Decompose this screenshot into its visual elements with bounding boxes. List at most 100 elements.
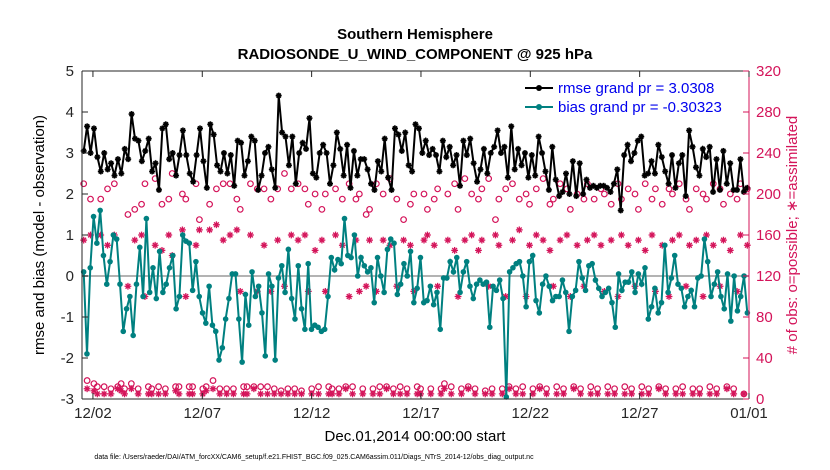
obs-possible-point [138,200,145,208]
rmse-point [716,186,723,193]
bias-point [176,293,183,300]
rmse-point [337,145,344,152]
bias-point [411,299,417,306]
obs-possible-point [315,383,322,391]
obs-assimilated-point [635,236,642,244]
obs-assimilated-point [226,231,234,239]
rmse-point [720,147,727,154]
rmse-point [487,150,494,156]
rmse-point [354,172,361,179]
obs-possible-point [155,383,162,391]
rmse-point [521,150,528,156]
bias-point [219,344,226,351]
obs-assimilated-point [621,390,629,398]
bias-point [417,254,424,261]
obs-assimilated-point [100,390,108,398]
obs-assimilated-point [104,241,111,249]
rmse-point [395,131,402,138]
obs-assimilated-point [362,282,370,290]
obs-possible-point [444,190,452,198]
rmse-point [118,170,125,177]
obs-possible-point [590,195,598,203]
bias-point [193,258,199,265]
obs-assimilated-point [175,390,183,398]
rmse-point [593,184,600,191]
obs-possible-point [679,383,687,391]
rmse-point [477,166,484,173]
rmse-point [173,172,180,179]
rmse-point [409,168,416,175]
obs-assimilated-point [355,287,363,295]
obs-assimilated-point [543,390,550,398]
rmse-point [217,168,224,175]
bias-point [572,287,579,294]
obs-possible-point [400,216,407,224]
bias-point [691,303,698,310]
rmse-point [227,152,234,159]
rmse-point [491,143,498,150]
obs-assimilated-point [509,236,516,244]
bias-point [648,303,655,310]
rmse-point [692,164,699,171]
bias-point [196,293,203,300]
obs-assimilated-point [161,390,169,398]
bias-point [539,281,546,288]
obs-assimilated-point [264,390,271,398]
y-tick-label-right: 80 [756,309,773,326]
rmse-point [706,143,713,150]
obs-assimilated-point [451,246,459,254]
rmse-point [145,135,152,142]
obs-possible-point [182,195,190,203]
obs-possible-point [287,185,295,193]
obs-possible-point [600,190,608,198]
obs-possible-point [393,195,401,203]
bias-point [642,265,648,271]
obs-assimilated-point [645,390,653,398]
bias-point [374,254,381,261]
bias-point [265,271,272,277]
rmse-point [114,156,121,163]
obs-assimilated-point [519,390,527,398]
obs-possible-point [304,200,312,208]
obs-assimilated-point [134,390,142,398]
obs-possible-point [703,195,710,203]
rmse-point [121,145,128,152]
obs-possible-point [260,185,268,193]
bias-point [526,258,533,265]
obs-assimilated-point [706,390,714,398]
rmse-point [559,188,566,195]
obs-assimilated-point [151,241,159,249]
bias-point [107,258,113,265]
obs-assimilated-point [138,231,145,239]
bias-point [90,213,97,220]
obs-possible-point [352,195,360,203]
obs-possible-point [301,185,309,193]
rmse-point [484,170,491,177]
bias-point [156,248,163,255]
rmse-point [655,141,662,148]
x-tick-label: 12/12 [293,405,331,422]
bias-point [685,293,691,300]
bias-point [123,306,130,312]
obs-possible-point [669,190,676,198]
rmse-point [169,150,176,156]
obs-assimilated-point [213,221,220,229]
obs-possible-point [110,180,118,188]
rmse-point [638,133,645,140]
bias-point [737,293,744,300]
rmse-point [207,121,214,128]
bias-point [711,281,718,288]
bias-point [661,242,668,249]
obs-possible-point [257,383,265,391]
bias-point [302,326,308,333]
rmse-point [402,129,409,136]
bias-point [84,351,90,357]
obs-possible-point [478,185,486,193]
bias-point [579,275,586,281]
y-tick-label-left: -1 [61,309,74,326]
rmse-point [285,162,292,169]
bias-point [536,310,543,316]
bias-point [325,293,331,300]
rmse-point [535,133,542,140]
obs-possible-point [522,190,530,198]
